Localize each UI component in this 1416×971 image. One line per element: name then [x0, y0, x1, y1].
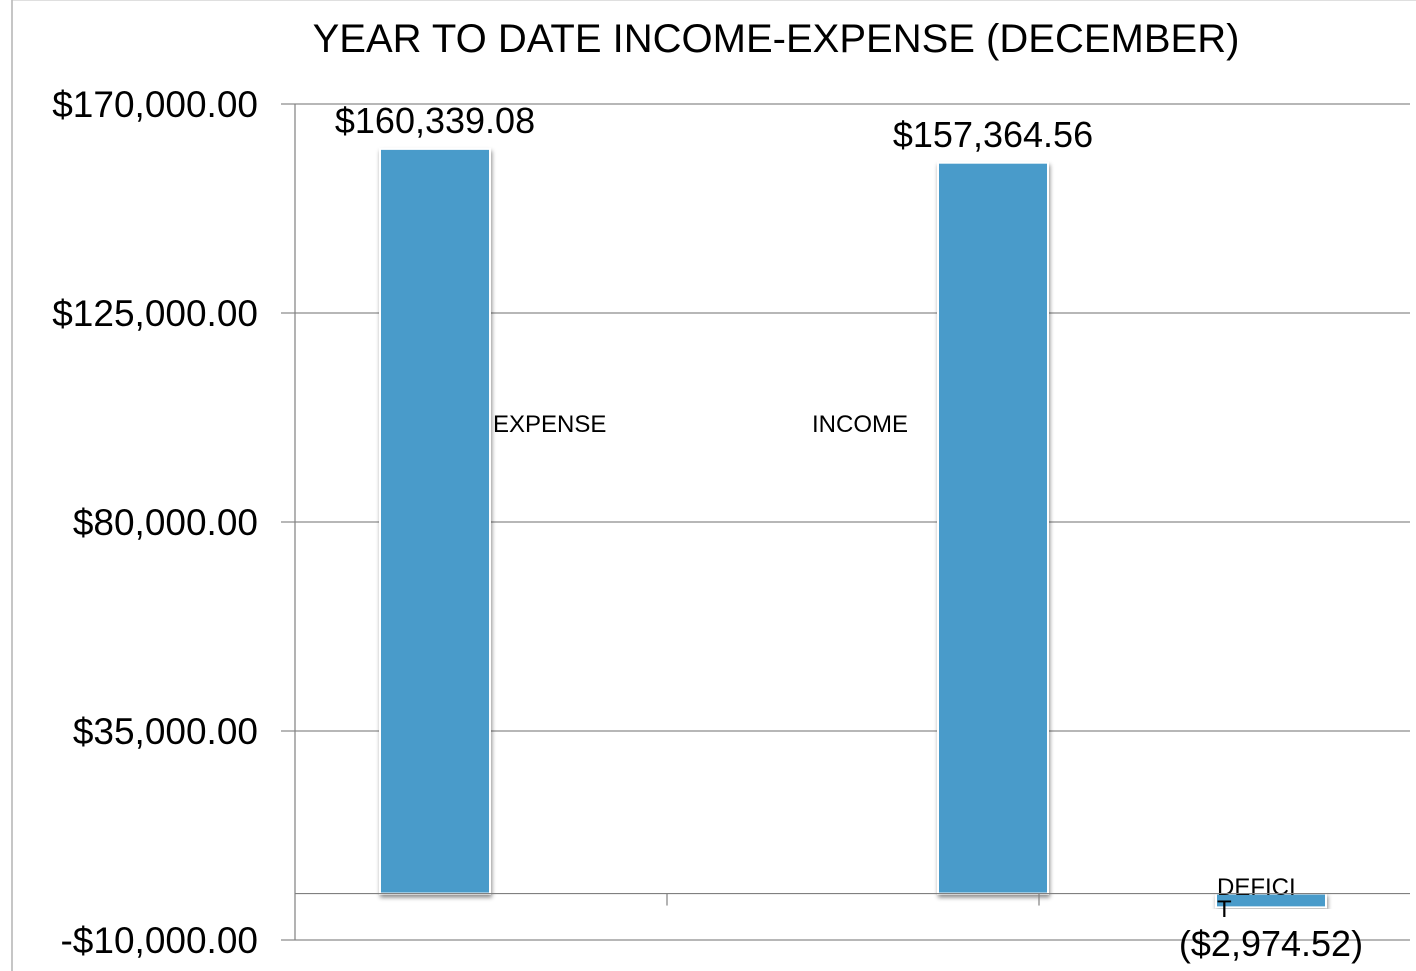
category-label-expense: EXPENSE: [493, 411, 606, 438]
bar-expense: [379, 147, 491, 895]
chart-title: YEAR TO DATE INCOME-EXPENSE (DECEMBER): [313, 17, 1240, 61]
bars: [379, 147, 1327, 909]
bar-income: [937, 161, 1049, 895]
value-label-income: $157,364.56: [893, 114, 1093, 155]
y-tick-label: -$10,000.00: [60, 920, 258, 961]
axes: [294, 104, 1410, 940]
y-tick-label: $170,000.00: [52, 84, 258, 125]
data-labels: $160,339.08 EXPENSE $157,364.56 INCOME ($2,9…: [335, 100, 1363, 964]
category-label-income: INCOME: [812, 411, 908, 438]
value-label-deficit: ($2,974.52): [1179, 923, 1363, 964]
value-label-expense: $160,339.08: [335, 100, 535, 141]
y-axis-tick-labels: -$10,000.00 $35,000.00 $80,000.00 $125,000.…: [52, 84, 258, 961]
category-label-deficit: DEFICI T: [1217, 874, 1296, 923]
y-tick-label: $35,000.00: [73, 711, 258, 752]
y-tick-label: $125,000.00: [52, 293, 258, 334]
y-tick-label: $80,000.00: [73, 502, 258, 543]
